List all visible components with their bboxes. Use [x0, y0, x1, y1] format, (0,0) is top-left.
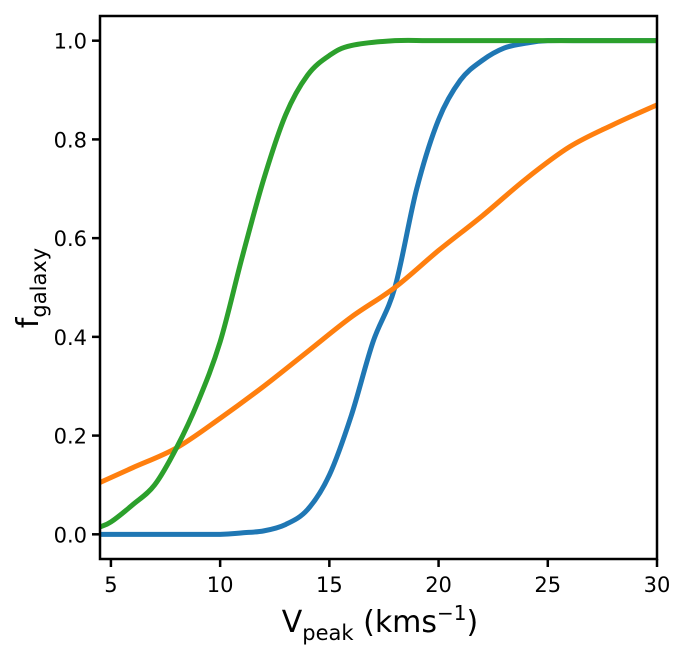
- series-line-1: [100, 37, 657, 537]
- y-tick-label: 1.0: [54, 30, 87, 54]
- x-axis-title-main: V: [282, 605, 303, 640]
- x-axis-title: Vpeak (kms−1): [282, 601, 479, 645]
- x-axis-title-unit: (kms: [363, 605, 437, 640]
- x-tick-label: 25: [534, 573, 561, 597]
- x-axis-title-sub: peak: [302, 621, 354, 645]
- tick-layer: 5 10 15 20 25 30 0.0 0.2 0.4 0.6 0.8 1.0: [54, 30, 671, 597]
- y-axis-title: fgalaxy: [11, 248, 51, 328]
- plot-frame: [98, 14, 659, 561]
- x-tick-label: 20: [425, 573, 452, 597]
- x-tick-label: 5: [104, 573, 117, 597]
- y-tick-label: 0.6: [54, 227, 87, 251]
- series-line-2: [98, 102, 659, 485]
- y-axis-title-sub: galaxy: [27, 248, 51, 318]
- y-tick-label: 0.4: [54, 326, 87, 350]
- series-layer: [98, 37, 659, 537]
- y-axis-title-main: f: [11, 316, 46, 328]
- y-tick-label: 0.8: [54, 128, 87, 152]
- y-tick-label: 0.0: [54, 523, 87, 547]
- series-line-3: [98, 37, 657, 530]
- x-axis-title-unit-sup: −1: [437, 601, 466, 625]
- x-tick-label: 10: [207, 573, 234, 597]
- x-tick-label: 30: [644, 573, 671, 597]
- y-tick-label: 0.2: [54, 425, 87, 449]
- x-tick-label: 15: [316, 573, 343, 597]
- x-axis-title-unit-close: ): [467, 605, 479, 640]
